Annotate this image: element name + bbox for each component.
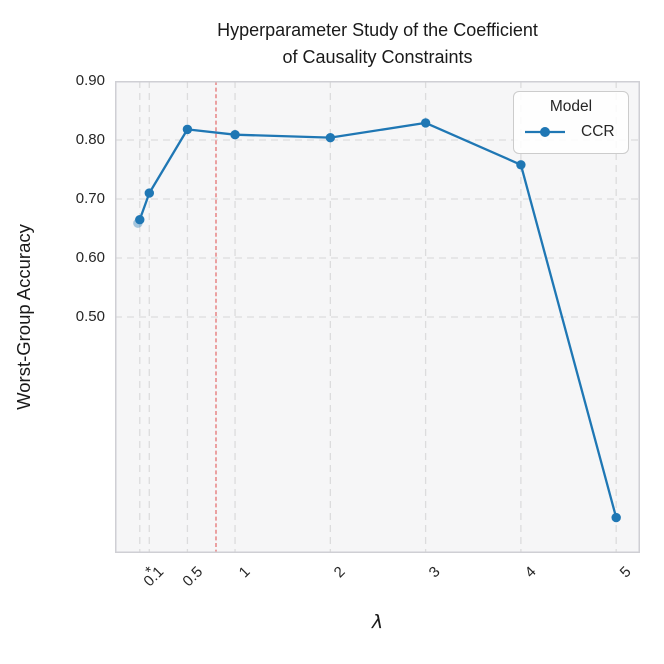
y-axis-label: Worst-Group Accuracy [13,224,34,410]
y-tick-label: 0.60 [75,249,105,266]
data-point [325,132,336,143]
x-axis-label: λ [371,611,384,633]
y-tick-label: 0.70 [75,190,105,207]
plot-border [115,81,640,553]
legend-line-sample [525,127,565,137]
x-tick-label: 2 [330,563,349,582]
legend-entry-ccr: CCR [514,123,628,141]
chart-title: Hyperparameter Study of the Coefficient … [115,17,640,71]
data-point [420,118,431,128]
data-point [182,124,193,135]
plot-canvas [115,80,640,553]
legend-label: CCR [581,123,615,140]
x-tick-label: 4 [521,563,540,582]
chart-title-line2: of Causality Constraints [282,47,473,67]
legend-title: Model [549,98,593,115]
x-tick-label: 1 [235,563,254,582]
y-tick-label: 0.50 [75,308,105,325]
data-point [230,129,240,140]
data-point [611,512,621,523]
data-point [516,160,526,170]
series-line-ccr [138,121,618,519]
x-tick-label: 3 [426,563,444,582]
data-point [144,188,155,198]
chart-title-line1: Hyperparameter Study of the Coefficient [217,20,538,40]
y-tick-label: 0.90 [75,72,105,89]
data-point [135,214,145,225]
x-tick-label: 0.5 [178,563,206,591]
y-tick-label: 0.80 [75,131,105,148]
legend-entries: CCR [514,123,628,141]
legend: Model CCR [513,91,629,154]
x-tick-label: 5 [616,563,635,582]
plot-area [115,80,640,553]
